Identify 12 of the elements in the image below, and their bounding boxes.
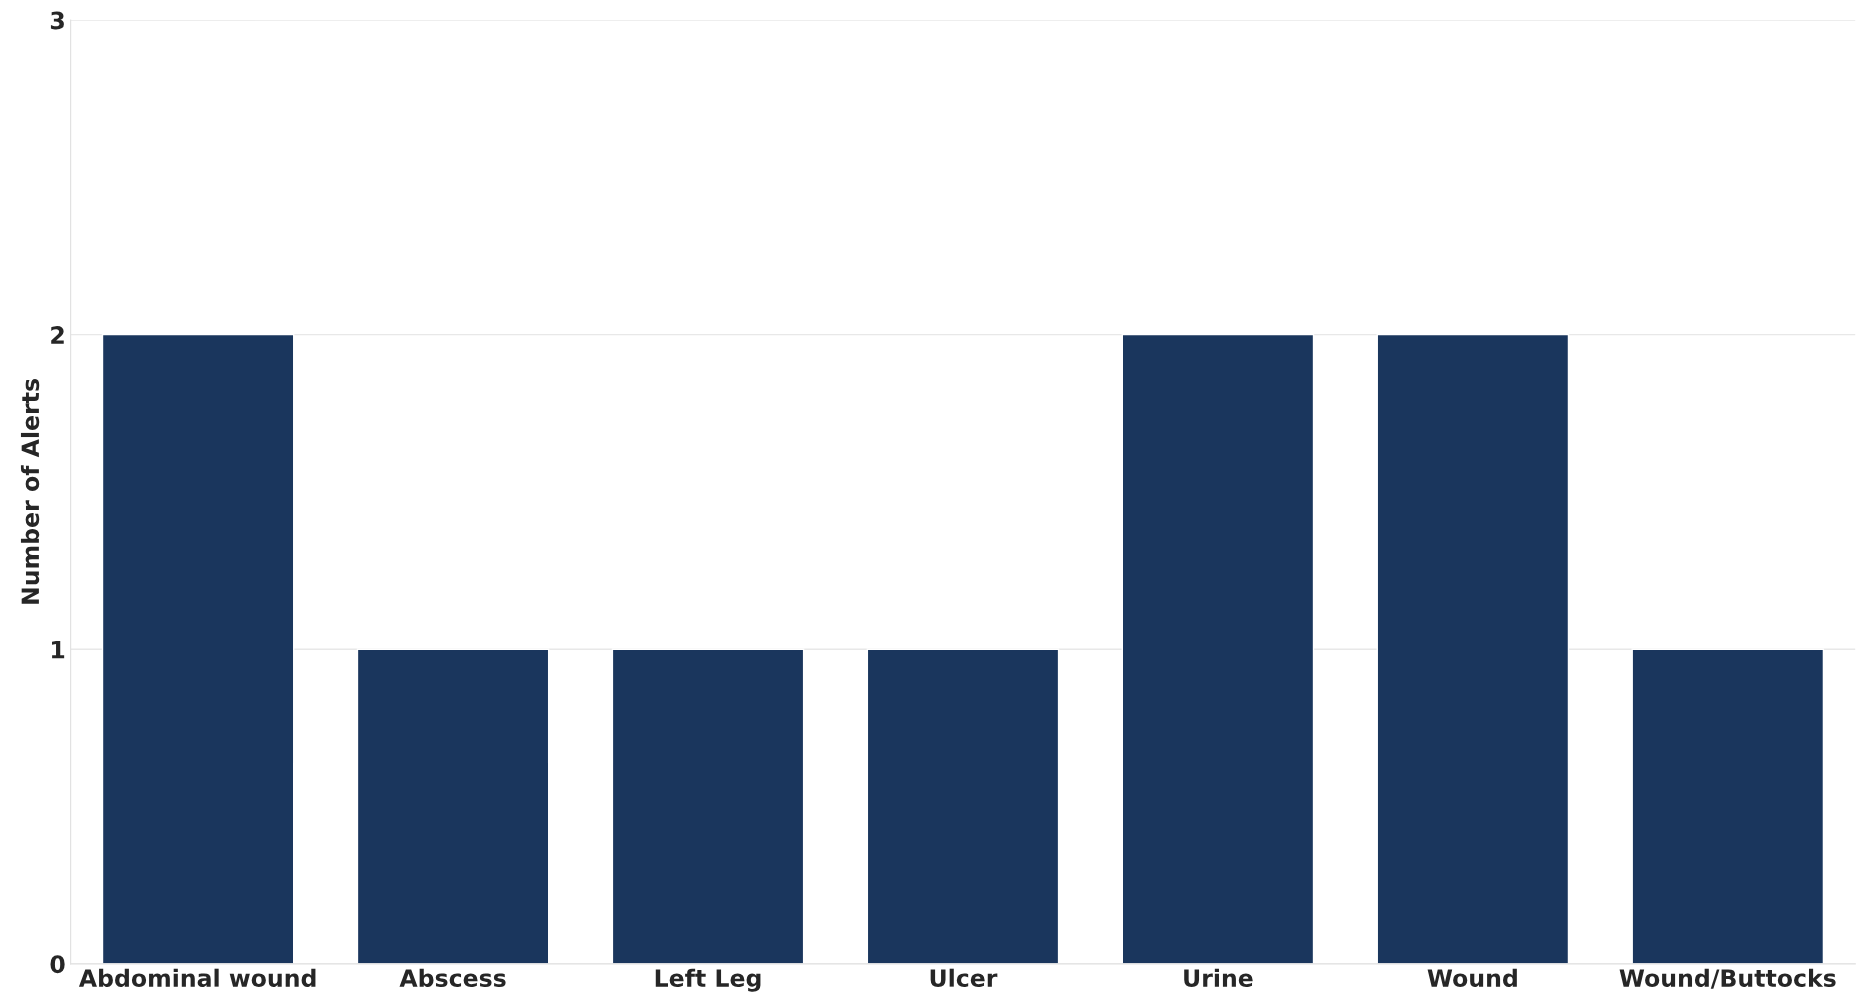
y-axis-title: Number of Alerts [20,379,40,604]
y-tick-label: 2 [51,326,64,344]
x-tick-label: Abscess [399,968,506,987]
x-tick-label: Left Leg [655,968,761,992]
y-tick-label: 1 [52,641,65,659]
x-tick-label: Abdominal wound [78,968,316,987]
x-tick-label: Urine [1184,968,1253,987]
x-tick-label: Wound [1427,968,1517,987]
x-tick-label: Wound/Buttocks [1619,968,1836,989]
y-tick-label: 0 [50,955,65,974]
x-tick-label: Ulcer [930,968,998,987]
y-tick-label: 3 [50,11,64,30]
